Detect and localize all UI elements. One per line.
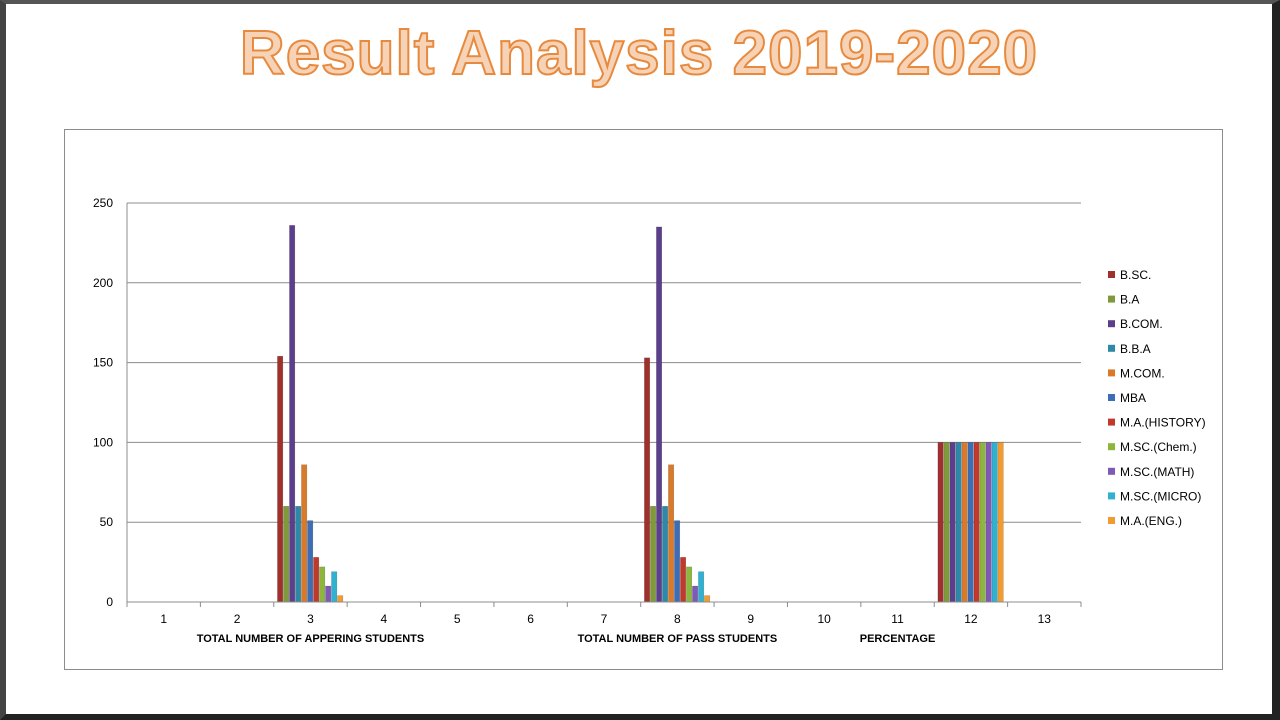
bar [967,442,974,603]
x-tick-label: 3 [307,612,314,626]
bar [289,225,296,603]
legend-swatch [1108,492,1115,500]
legend-label: M.A.(ENG.) [1120,514,1182,528]
legend-label: B.A [1120,293,1139,307]
legend-label: B.B.A [1120,342,1151,356]
x-tick-label: 8 [674,612,681,626]
x-tick-label: 5 [454,612,461,626]
bar [319,566,326,603]
legend-label: M.COM. [1120,366,1165,380]
bar [283,505,290,603]
legend-label: MBA [1120,391,1146,405]
y-tick-label: 50 [100,515,114,529]
bar [301,464,308,603]
bar [674,520,681,603]
legend-swatch [1108,344,1115,352]
legend-label: M.SC.(MATH) [1120,465,1194,479]
legend-swatch [1108,517,1115,524]
bar [985,442,992,603]
x-group-label: TOTAL NUMBER OF PASS STUDENTS [578,633,778,645]
x-tick-label: 2 [234,612,241,626]
chart-area: 0 50 100 150 200 250 1 2 3 4 5 6 7 8 9 10 11 12 13 TOTAL NU… [64,129,1223,670]
bar [277,355,284,603]
bar [997,442,1004,603]
legend-swatch [1108,443,1115,451]
y-tick-label: 250 [93,196,113,210]
bar [961,442,968,603]
bar [949,442,956,603]
x-tick-label: 4 [381,612,388,626]
bar [979,442,986,603]
legend-label: M.A.(HISTORY) [1120,416,1206,430]
y-tick-label: 150 [93,356,113,370]
x-tick-label: 9 [747,612,754,626]
bar [698,571,705,603]
bar [943,442,950,603]
bar [692,585,699,603]
bar [686,566,693,603]
legend-swatch [1108,394,1115,401]
bar [973,442,980,603]
legend-swatch [1108,271,1115,278]
x-tick-label: 10 [817,612,831,626]
y-tick-label: 200 [93,276,113,290]
bar [650,505,657,603]
legend-swatch [1108,369,1115,377]
bar [331,571,338,603]
x-group-label: PERCENTAGE [860,633,936,645]
bar [937,442,944,603]
x-tick-label: 6 [527,612,534,626]
bar [656,226,663,603]
bar [325,585,332,603]
bar [680,557,687,603]
slide-title: Result Analysis 2019-2020 [239,18,1039,89]
y-tick-label: 0 [106,595,113,609]
x-tick-label: 1 [160,612,167,626]
bar [307,520,314,603]
legend-swatch [1108,295,1115,303]
x-tick-label: 12 [964,612,978,626]
x-group-label: TOTAL NUMBER OF APPERING STUDENTS [197,633,425,645]
y-tick-label: 100 [93,435,113,449]
x-tick-label: 7 [601,612,608,626]
legend-label: B.COM. [1120,317,1163,331]
bar [955,442,962,603]
legend-swatch [1108,418,1115,426]
legend-swatch [1108,320,1115,328]
bar [662,505,669,603]
bar [668,464,675,603]
legend-label: B.SC. [1120,268,1151,282]
bar [295,505,302,603]
x-tick-label: 11 [891,612,904,626]
bar [644,357,651,603]
legend-label: M.SC.(MICRO) [1120,489,1201,503]
bar [704,595,711,603]
bar [337,595,344,603]
legend-label: M.SC.(Chem.) [1120,440,1197,454]
legend-swatch [1108,467,1115,475]
x-tick-label: 13 [1038,612,1052,626]
bar [991,442,998,603]
bar [313,557,320,603]
